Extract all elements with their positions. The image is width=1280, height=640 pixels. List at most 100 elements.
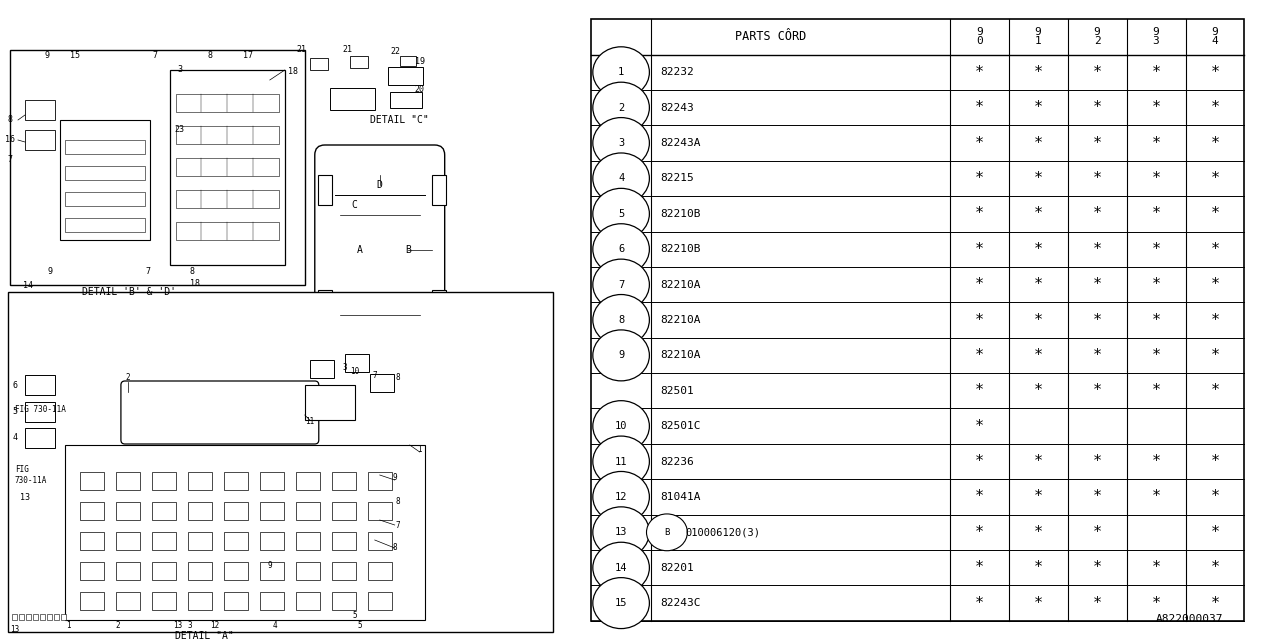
Bar (344, 354, 369, 372)
Text: FIG
730-11A: FIG 730-11A (15, 465, 47, 484)
Text: 9
1: 9 1 (1034, 28, 1042, 46)
Circle shape (593, 436, 649, 487)
Text: 8: 8 (207, 51, 212, 60)
Text: *: * (1033, 242, 1043, 257)
Text: 3: 3 (343, 364, 347, 372)
Text: *: * (1093, 348, 1102, 363)
Text: *: * (1211, 348, 1220, 363)
Text: 8: 8 (396, 374, 401, 383)
Text: B: B (664, 528, 669, 537)
Bar (152, 562, 175, 580)
Bar (116, 562, 140, 580)
Bar (116, 502, 140, 520)
Bar (65, 140, 145, 154)
Bar (310, 58, 328, 70)
Bar (260, 472, 284, 490)
Text: *: * (974, 312, 984, 328)
Bar (175, 158, 279, 176)
Bar (224, 562, 248, 580)
Text: 5: 5 (618, 209, 625, 219)
Text: DETAIL "A": DETAIL "A" (175, 631, 234, 640)
Text: 6: 6 (618, 244, 625, 254)
Bar (19, 614, 24, 620)
Text: *: * (1093, 100, 1102, 115)
Text: 14: 14 (614, 563, 627, 573)
Text: FIG 730-11A: FIG 730-11A (15, 406, 65, 415)
Text: *: * (974, 490, 984, 504)
Text: *: * (1152, 100, 1161, 115)
Text: *: * (1033, 65, 1043, 80)
Bar (40, 614, 45, 620)
Text: *: * (1033, 454, 1043, 469)
Text: *: * (1033, 348, 1043, 363)
Circle shape (593, 330, 649, 381)
Bar (260, 562, 284, 580)
Text: *: * (974, 454, 984, 469)
Text: 010006120(3): 010006120(3) (685, 527, 760, 538)
Text: 21: 21 (343, 45, 353, 54)
Text: *: * (1033, 206, 1043, 221)
Text: 9: 9 (393, 474, 397, 483)
Bar (332, 532, 356, 550)
Bar (33, 614, 38, 620)
Text: *: * (1211, 525, 1220, 540)
Bar (296, 562, 320, 580)
Bar (116, 472, 140, 490)
Text: 82243A: 82243A (659, 138, 700, 148)
Text: B: B (404, 245, 411, 255)
Bar (260, 502, 284, 520)
Text: 7: 7 (152, 51, 157, 60)
Text: *: * (1093, 490, 1102, 504)
Text: *: * (1033, 100, 1043, 115)
Text: *: * (1211, 65, 1220, 80)
Text: 9
2: 9 2 (1093, 28, 1101, 46)
Bar (60, 120, 150, 240)
Text: 5: 5 (13, 408, 18, 417)
Bar (296, 502, 320, 520)
Bar (26, 428, 55, 448)
Bar (26, 402, 55, 422)
Text: 12: 12 (614, 492, 627, 502)
Text: *: * (974, 348, 984, 363)
Text: 82210A: 82210A (659, 280, 700, 290)
Bar (170, 70, 285, 265)
Text: 15: 15 (70, 51, 79, 60)
Text: *: * (1211, 383, 1220, 398)
Bar (367, 562, 392, 580)
Circle shape (593, 507, 649, 558)
Bar (296, 592, 320, 610)
Text: 1: 1 (417, 445, 422, 454)
Text: *: * (1211, 312, 1220, 328)
Text: *: * (1211, 100, 1220, 115)
Text: A822000037: A822000037 (1156, 614, 1224, 624)
Text: 82243: 82243 (659, 102, 694, 113)
Bar (330, 88, 375, 110)
Text: 23: 23 (175, 125, 184, 134)
Bar (47, 614, 52, 620)
Text: 7: 7 (146, 268, 150, 276)
Bar (65, 445, 425, 620)
FancyBboxPatch shape (120, 381, 319, 444)
Bar (349, 56, 367, 68)
Text: *: * (974, 560, 984, 575)
Text: 4: 4 (13, 433, 18, 442)
Text: *: * (1211, 242, 1220, 257)
Text: 13: 13 (173, 621, 183, 630)
Bar (367, 592, 392, 610)
Bar (54, 614, 59, 620)
Text: *: * (1033, 560, 1043, 575)
Text: 82201: 82201 (659, 563, 694, 573)
Text: 9: 9 (618, 350, 625, 360)
Text: 7: 7 (396, 520, 401, 529)
Text: *: * (1093, 525, 1102, 540)
Text: 8: 8 (618, 315, 625, 325)
Text: 7: 7 (618, 280, 625, 290)
Text: *: * (1093, 206, 1102, 221)
Text: *: * (1093, 277, 1102, 292)
Bar (152, 502, 175, 520)
Bar (65, 192, 145, 206)
Text: 1: 1 (65, 621, 70, 630)
Text: *: * (974, 206, 984, 221)
Bar (260, 532, 284, 550)
Text: *: * (974, 65, 984, 80)
